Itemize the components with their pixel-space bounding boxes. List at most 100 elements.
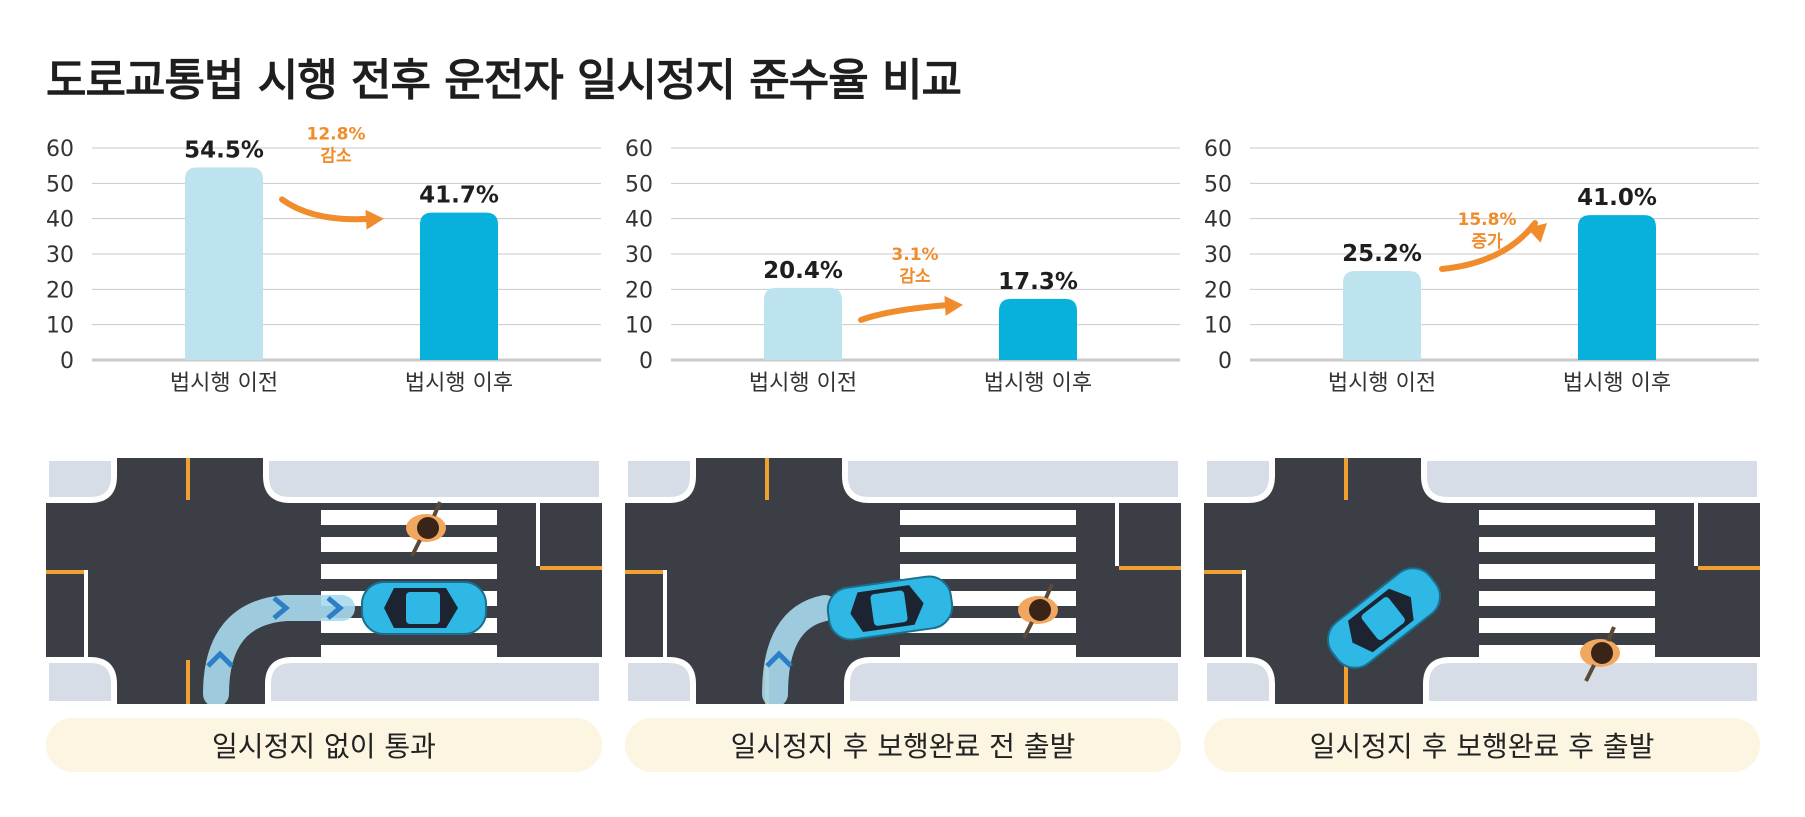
sidewalk-corner — [1421, 458, 1763, 503]
y-tick-label: 50 — [1204, 172, 1232, 197]
value-label: 25.2% — [1342, 241, 1422, 267]
chevron-icon — [765, 650, 793, 668]
y-tick-label: 0 — [60, 349, 74, 374]
stop-line — [186, 458, 190, 500]
sidewalk-corner — [625, 657, 696, 704]
sidewalk-corner — [46, 657, 117, 704]
y-tick-label: 60 — [625, 137, 653, 162]
crosswalk-stripe — [900, 564, 1076, 579]
sidewalk-corner — [263, 458, 605, 503]
change-label: 감소 — [899, 267, 931, 287]
pedestrian-icon — [406, 501, 446, 557]
scene-illustration-no-stop — [46, 458, 605, 704]
crosswalk-stripe — [1479, 564, 1655, 579]
crosswalk-stripe — [321, 645, 497, 660]
crosswalk-stripe — [321, 537, 497, 552]
stop-line — [540, 566, 602, 570]
y-tick-label: 30 — [1204, 243, 1232, 268]
sidewalk-corner — [842, 458, 1184, 503]
y-tick-label: 50 — [625, 172, 653, 197]
scene-illustration-early-departure — [625, 458, 1184, 704]
caption-no-stop: 일시정지 없이 통과 — [46, 718, 602, 772]
bar-before-law — [764, 287, 842, 360]
scene-illustration-proper-stop — [1204, 458, 1763, 704]
y-tick-label: 50 — [46, 172, 74, 197]
turn-path-arrow — [762, 595, 838, 704]
crosswalk-stripe — [900, 510, 1076, 525]
caption-proper-stop: 일시정지 후 보행완료 후 출발 — [1204, 718, 1760, 772]
stop-line — [625, 570, 665, 574]
chevron-icon — [272, 596, 290, 620]
turn-path-arrow — [203, 595, 355, 704]
chart-early-departure: 60 50 40 30 20 10 0 20.4% 법시행 이전 17.3% 법시행 이후 3.1%감… — [625, 137, 1180, 396]
y-tick-label: 40 — [46, 208, 74, 233]
pedestrian-icon — [1018, 583, 1058, 639]
y-tick-label: 20 — [625, 278, 653, 303]
bar-after-law — [420, 212, 498, 360]
value-label: 54.5% — [184, 137, 264, 163]
x-category-label: 법시행 이후 — [405, 371, 513, 396]
y-tick-label: 20 — [1204, 278, 1232, 303]
change-value: 3.1% — [891, 245, 938, 265]
page-title: 도로교통법 시행 전후 운전자 일시정지 준수율 비교 — [46, 55, 962, 106]
change-value: 12.8% — [307, 124, 366, 144]
crosswalk-stripe — [321, 564, 497, 579]
stop-line — [186, 660, 190, 704]
change-arrowhead — [365, 209, 384, 230]
car-icon — [826, 575, 954, 641]
sidewalk-corner — [625, 458, 696, 503]
sidewalk-corner — [46, 458, 117, 503]
x-category-label: 법시행 이전 — [749, 371, 857, 396]
change-arrowhead — [1526, 223, 1547, 243]
change-label: 감소 — [320, 146, 352, 166]
y-tick-label: 0 — [1218, 349, 1232, 374]
panel-proper-stop: 60 50 40 30 20 10 0 25.2% 법시행 이전 41.0% 법시행 이후 15.8%… — [1204, 137, 1764, 780]
y-tick-label: 10 — [625, 314, 653, 339]
chevron-icon — [326, 596, 344, 620]
change-arrow — [1439, 220, 1538, 272]
y-tick-label: 10 — [1204, 314, 1232, 339]
y-tick-label: 60 — [1204, 137, 1232, 162]
sidewalk-corner — [265, 657, 605, 704]
crosswalk-stripe — [1479, 537, 1655, 552]
sidewalk-corner — [1204, 657, 1275, 704]
y-tick-label: 40 — [625, 208, 653, 233]
change-arrow — [858, 301, 954, 323]
y-tick-label: 20 — [46, 278, 74, 303]
crosswalk-stripe — [900, 537, 1076, 552]
car-icon — [361, 581, 487, 635]
value-label: 41.0% — [1577, 185, 1657, 211]
caption-early-departure: 일시정지 후 보행완료 전 출발 — [625, 718, 1181, 772]
chart-proper-stop: 60 50 40 30 20 10 0 25.2% 법시행 이전 41.0% 법시행 이후 15.8%… — [1204, 137, 1759, 396]
y-tick-label: 30 — [625, 243, 653, 268]
x-category-label: 법시행 이후 — [1563, 371, 1671, 396]
stop-line — [1698, 566, 1760, 570]
stop-line — [1344, 458, 1348, 500]
pedestrian-icon — [1580, 626, 1620, 682]
bar-after-law — [1578, 215, 1656, 360]
change-arrowhead — [944, 295, 963, 316]
panel-no-stop: 60 50 40 30 20 10 0 54.5% 법시행 이전 41.7% 법시행 이후 12.8%… — [46, 124, 606, 780]
change-arrow — [279, 196, 375, 223]
stop-line — [46, 570, 86, 574]
panel-early-departure: 60 50 40 30 20 10 0 20.4% 법시행 이전 17.3% 법시행 이후 3.1% 감… — [625, 137, 1185, 780]
change-label: 증가 — [1471, 232, 1503, 252]
x-category-label: 법시행 이전 — [1328, 371, 1436, 396]
crosswalk-stripe — [1479, 591, 1655, 606]
y-tick-label: 30 — [46, 243, 74, 268]
chart-no-stop: 60 50 40 30 20 10 0 54.5% 법시행 이전 41.7% 법시행 이후 12.8%… — [46, 124, 601, 396]
sidewalk-corner — [1423, 657, 1763, 704]
bar-before-law — [185, 167, 263, 360]
crosswalk-stripe — [900, 645, 1076, 660]
value-label: 17.3% — [998, 269, 1078, 295]
x-category-label: 법시행 이후 — [984, 371, 1092, 396]
crosswalk-stripe — [1479, 510, 1655, 525]
y-tick-label: 0 — [639, 349, 653, 374]
chevron-icon — [206, 650, 234, 668]
stop-line — [1119, 566, 1181, 570]
stop-line — [1344, 660, 1348, 704]
y-tick-label: 10 — [46, 314, 74, 339]
crosswalk-stripe — [1479, 645, 1655, 660]
sidewalk-corner — [844, 657, 1184, 704]
car-icon — [1327, 567, 1441, 669]
